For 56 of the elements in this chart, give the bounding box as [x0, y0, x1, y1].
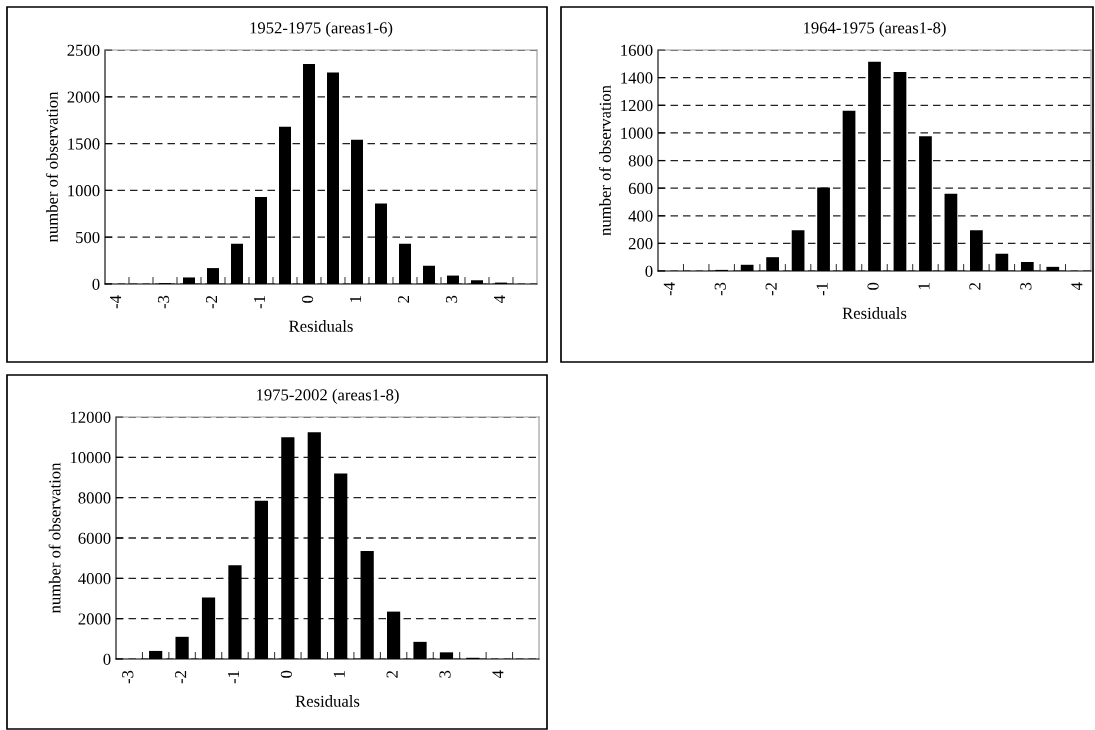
x-tick-label: 4	[1071, 282, 1083, 291]
y-tick-label: 1400	[621, 72, 653, 84]
x-tick-label: -3	[122, 670, 134, 684]
x-tick-label: 2	[397, 296, 410, 303]
y-tick-label: 500	[76, 231, 100, 244]
y-tick-label: 1200	[621, 99, 653, 112]
chart-title: 1952-1975 (areas1-6)	[250, 21, 393, 37]
x-tick-label: 0	[867, 282, 879, 290]
y-tick-label: 1000	[68, 185, 100, 197]
x-tick-label: 4	[492, 670, 504, 679]
x-tick-label: 1	[350, 296, 362, 302]
x-tick-label: 0	[301, 295, 314, 303]
x-tick-label: 3	[439, 670, 451, 678]
y-tick-label: 0	[645, 265, 653, 277]
y-tick-label: 1600	[621, 44, 653, 56]
x-tick-label: -3	[157, 295, 170, 309]
x-tick-label: 1	[918, 283, 930, 289]
x-tick-label: 1	[333, 671, 345, 677]
y-axis-title: number of observation	[45, 91, 58, 243]
y-tick-label: 400	[628, 210, 653, 222]
y-tick-label: 600	[628, 182, 653, 195]
y-tick-label: 8000	[78, 492, 111, 504]
y-tick-label: 2000	[67, 91, 100, 103]
x-tick-label: -2	[205, 296, 218, 309]
chart-title: 1964-1975 (areas1-8)	[804, 21, 946, 37]
x-tick-label: 4	[494, 295, 506, 304]
x-tick-label: 0	[280, 670, 293, 678]
y-tick-label: 4000	[78, 573, 111, 585]
y-tick-label: 2500	[67, 44, 100, 56]
x-tick-label: 2	[969, 283, 981, 290]
y-tick-label: 6000	[78, 532, 111, 544]
y-tick-label: 1500	[68, 138, 100, 150]
x-tick-label: 2	[386, 671, 398, 678]
x-axis-title: Residuals	[842, 307, 907, 319]
x-tick-label: -4	[663, 282, 675, 296]
x-tick-label: -4	[110, 295, 122, 309]
x-axis-title: Residuals	[295, 695, 360, 707]
y-tick-label: 2000	[78, 613, 111, 625]
y-axis-title: number of observation	[48, 462, 61, 614]
x-tick-label: 3	[1020, 282, 1032, 290]
y-axis-title: number of observation	[598, 85, 611, 236]
x-tick-label: -2	[765, 283, 777, 296]
y-tick-label: 200	[628, 238, 653, 250]
y-tick-label: 10000	[70, 452, 111, 464]
y-tick-label: 800	[628, 155, 653, 167]
chart-title: 1975-2002 (areas1-8)	[257, 388, 399, 404]
x-axis-title: Residuals	[289, 320, 353, 332]
x-tick-label: -2	[175, 671, 187, 684]
x-tick-label: 3	[445, 295, 458, 303]
y-tick-label: 1000	[621, 127, 653, 139]
x-tick-label: -1	[254, 296, 266, 309]
x-tick-label: -1	[816, 283, 828, 296]
y-tick-label: 0	[103, 653, 111, 665]
y-tick-label: 12000	[70, 411, 111, 423]
x-tick-label: -3	[714, 282, 726, 296]
x-tick-label: -1	[227, 671, 239, 684]
